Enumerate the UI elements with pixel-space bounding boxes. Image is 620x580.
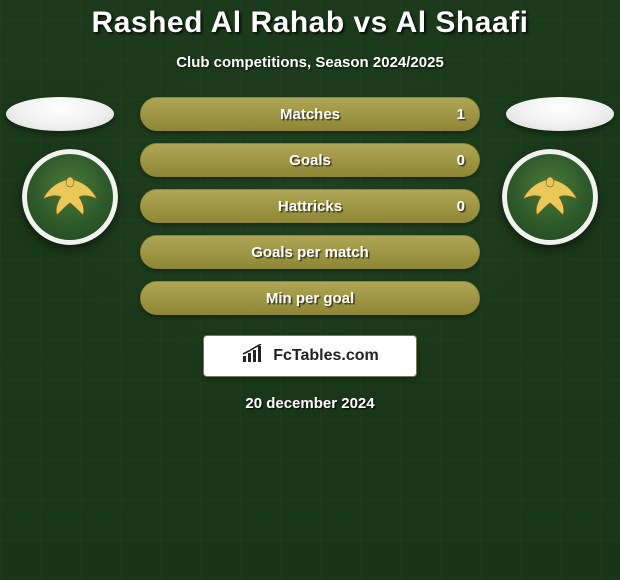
stats-area: Matches 1 Goals 0 Hattricks 0 Goals per match M… bbox=[0, 97, 620, 315]
stat-value-right: 0 bbox=[457, 152, 465, 169]
page-title: Rashed Al Rahab vs Al Shaafi bbox=[0, 6, 620, 40]
stat-bar: Goals 0 bbox=[140, 143, 480, 177]
stat-label: Min per goal bbox=[266, 290, 354, 307]
stat-label: Matches bbox=[280, 106, 340, 123]
club-badge-right bbox=[502, 149, 598, 245]
eagle-icon bbox=[39, 173, 101, 221]
stat-bar: Hattricks 0 bbox=[140, 189, 480, 223]
eagle-icon bbox=[519, 173, 581, 221]
stat-label: Hattricks bbox=[278, 198, 342, 215]
stat-bar: Matches 1 bbox=[140, 97, 480, 131]
club-badge-left-inner bbox=[22, 149, 118, 245]
comparison-card: Rashed Al Rahab vs Al Shaafi Club compet… bbox=[0, 0, 620, 580]
player-right-oval bbox=[506, 97, 614, 131]
stat-value-right: 1 bbox=[457, 106, 465, 123]
stat-bar: Goals per match bbox=[140, 235, 480, 269]
brand-text: FcTables.com bbox=[273, 347, 379, 365]
club-badge-right-inner bbox=[502, 149, 598, 245]
stat-label: Goals per match bbox=[251, 244, 369, 261]
chart-icon bbox=[241, 344, 267, 369]
club-badge-left bbox=[22, 149, 118, 245]
stat-value-right: 0 bbox=[457, 198, 465, 215]
stat-bars: Matches 1 Goals 0 Hattricks 0 Goals per match M… bbox=[140, 97, 480, 315]
subtitle: Club competitions, Season 2024/2025 bbox=[0, 54, 620, 71]
date-line: 20 december 2024 bbox=[0, 395, 620, 412]
stat-label: Goals bbox=[289, 152, 331, 169]
brand-badge: FcTables.com bbox=[203, 335, 417, 377]
player-left-oval bbox=[6, 97, 114, 131]
stat-bar: Min per goal bbox=[140, 281, 480, 315]
